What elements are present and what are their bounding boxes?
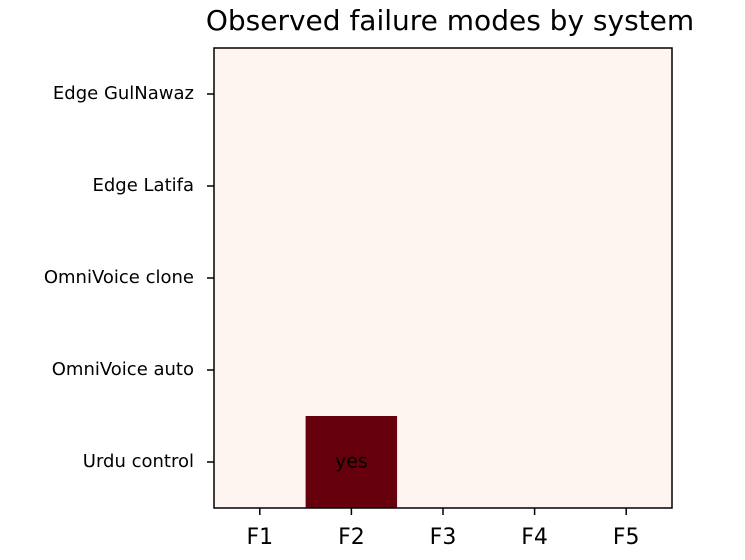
heatmap-cell bbox=[397, 324, 489, 416]
y-tick-label: Urdu control bbox=[83, 451, 194, 472]
heatmap-cell bbox=[214, 324, 306, 416]
heatmap-cell bbox=[214, 140, 306, 232]
heatmap-cell bbox=[305, 48, 398, 140]
heatmap-cell bbox=[580, 140, 672, 232]
heatmap-cell bbox=[488, 48, 581, 140]
heatmap-cell bbox=[305, 140, 398, 232]
heatmap-cell bbox=[397, 48, 489, 140]
x-tick-label: F2 bbox=[338, 525, 365, 550]
chart-title: Observed failure modes by system bbox=[206, 4, 694, 37]
heatmap-cell bbox=[214, 232, 306, 324]
heatmap-cell bbox=[488, 232, 581, 324]
heatmap-cell bbox=[397, 140, 489, 232]
heatmap-cell bbox=[305, 416, 398, 508]
y-tick-label: OmniVoice clone bbox=[44, 267, 194, 288]
heatmap-cell bbox=[488, 324, 581, 416]
heatmap-cell bbox=[397, 232, 489, 324]
y-tick-label: Edge Latifa bbox=[92, 175, 194, 196]
x-tick-label: F1 bbox=[246, 525, 273, 550]
heatmap-cell bbox=[580, 324, 672, 416]
cell-label: yes bbox=[335, 451, 368, 473]
x-tick-label: F3 bbox=[430, 525, 457, 550]
heatmap-cell bbox=[214, 48, 306, 140]
y-tick-label: OmniVoice auto bbox=[52, 359, 194, 380]
heatmap-cell bbox=[305, 232, 398, 324]
heatmap-cell bbox=[580, 232, 672, 324]
x-tick-label: F5 bbox=[613, 525, 640, 550]
heatmap-cell bbox=[305, 324, 398, 416]
x-tick-label: F4 bbox=[521, 525, 548, 550]
heatmap-cell bbox=[397, 416, 489, 508]
heatmap-cell bbox=[214, 416, 306, 508]
heatmap-cell bbox=[488, 140, 581, 232]
heatmap-cell bbox=[580, 416, 672, 508]
heatmap-cell bbox=[580, 48, 672, 140]
heatmap-cell bbox=[488, 416, 581, 508]
y-tick-label: Edge GulNawaz bbox=[53, 83, 194, 104]
